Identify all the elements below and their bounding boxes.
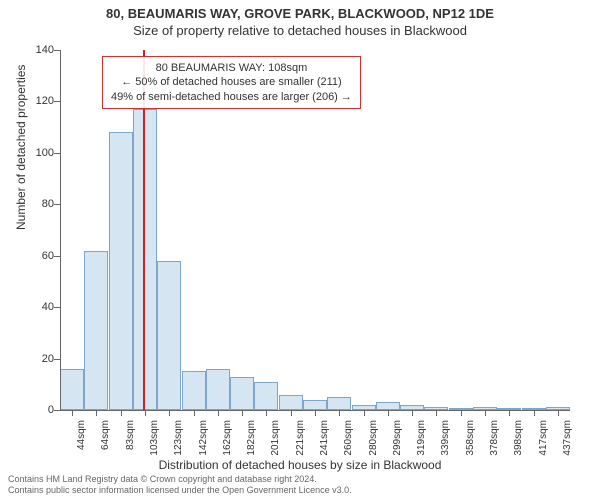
x-tick-label: 378sqm [489, 420, 500, 456]
histogram-bar [230, 377, 254, 410]
x-tick [169, 410, 170, 416]
histogram-bar [279, 395, 303, 410]
x-axis-title: Distribution of detached houses by size … [0, 458, 600, 472]
histogram-bar [182, 371, 206, 410]
y-tick [54, 256, 60, 257]
title-block: 80, BEAUMARIS WAY, GROVE PARK, BLACKWOOD… [0, 0, 600, 38]
y-tick [54, 153, 60, 154]
x-tick-label: 201sqm [270, 420, 281, 456]
x-tick-label: 142sqm [198, 420, 209, 456]
x-tick [194, 410, 195, 416]
annotation-line3: 49% of semi-detached houses are larger (… [111, 90, 352, 104]
footer-line2: Contains public sector information licen… [8, 485, 352, 496]
x-tick [96, 410, 97, 416]
x-tick-label: 339sqm [440, 420, 451, 456]
x-tick-label: 221sqm [295, 420, 306, 456]
y-tick-label: 140 [24, 44, 54, 56]
x-tick [266, 410, 267, 416]
y-tick-label: 20 [24, 353, 54, 365]
y-tick-label: 120 [24, 95, 54, 107]
annotation-line2: ← 50% of detached houses are smaller (21… [111, 75, 352, 89]
y-tick-label: 0 [24, 404, 54, 416]
histogram-bar [157, 261, 181, 410]
x-tick [509, 410, 510, 416]
x-tick [534, 410, 535, 416]
footer-attribution: Contains HM Land Registry data © Crown c… [8, 474, 352, 496]
footer-line1: Contains HM Land Registry data © Crown c… [8, 474, 352, 485]
x-tick [558, 410, 559, 416]
x-tick [388, 410, 389, 416]
y-tick-label: 60 [24, 250, 54, 262]
x-tick [291, 410, 292, 416]
y-tick-label: 100 [24, 147, 54, 159]
y-axis-line [60, 50, 61, 410]
y-tick [54, 307, 60, 308]
x-tick-label: 398sqm [513, 420, 524, 456]
histogram-bar [376, 402, 400, 410]
x-tick-label: 417sqm [538, 420, 549, 456]
x-tick-label: 123sqm [173, 420, 184, 456]
y-tick [54, 204, 60, 205]
histogram-bar [60, 369, 84, 410]
y-tick-label: 80 [24, 198, 54, 210]
histogram-bar [109, 132, 133, 410]
x-tick [242, 410, 243, 416]
annotation-box: 80 BEAUMARIS WAY: 108sqm ← 50% of detach… [102, 56, 361, 109]
y-tick [54, 101, 60, 102]
x-tick [364, 410, 365, 416]
x-tick-label: 64sqm [100, 420, 111, 450]
x-tick-label: 280sqm [368, 420, 379, 456]
x-tick [436, 410, 437, 416]
x-tick-label: 437sqm [562, 420, 573, 456]
histogram-bar [84, 251, 108, 410]
x-tick-label: 162sqm [222, 420, 233, 456]
x-tick-label: 358sqm [465, 420, 476, 456]
y-tick [54, 359, 60, 360]
y-axis-title: Number of detached properties [14, 65, 28, 230]
x-tick-label: 260sqm [343, 420, 354, 456]
x-tick [145, 410, 146, 416]
histogram-bar [133, 109, 157, 410]
x-tick [218, 410, 219, 416]
annotation-line1: 80 BEAUMARIS WAY: 108sqm [111, 61, 352, 75]
x-tick-label: 44sqm [76, 420, 87, 450]
y-tick [54, 50, 60, 51]
x-tick [412, 410, 413, 416]
x-tick-label: 182sqm [246, 420, 257, 456]
y-tick-label: 40 [24, 301, 54, 313]
page-title: 80, BEAUMARIS WAY, GROVE PARK, BLACKWOOD… [0, 6, 600, 21]
x-tick-label: 83sqm [125, 420, 136, 450]
x-tick-label: 299sqm [392, 420, 403, 456]
histogram-bar [327, 397, 351, 410]
x-tick [339, 410, 340, 416]
x-tick-label: 241sqm [319, 420, 330, 456]
x-tick [461, 410, 462, 416]
x-tick [315, 410, 316, 416]
x-tick [72, 410, 73, 416]
x-tick-label: 319sqm [416, 420, 427, 456]
page-subtitle: Size of property relative to detached ho… [0, 23, 600, 38]
y-tick [54, 410, 60, 411]
histogram-bar [254, 382, 278, 410]
x-tick [121, 410, 122, 416]
x-tick-label: 103sqm [149, 420, 160, 456]
x-tick [485, 410, 486, 416]
histogram-bar [206, 369, 230, 410]
histogram-bar [303, 400, 327, 410]
